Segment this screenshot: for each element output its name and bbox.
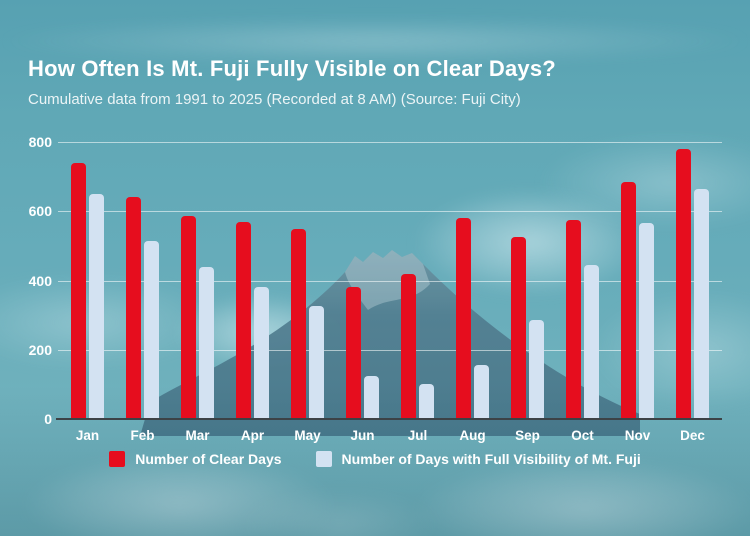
cloud-shape bbox=[0, 18, 750, 64]
x-axis-label: Aug bbox=[459, 428, 486, 443]
bar-group: Mar bbox=[181, 142, 214, 443]
y-axis-tick-label: 0 bbox=[44, 411, 52, 427]
clear-days-bar bbox=[181, 216, 196, 419]
gridline bbox=[58, 142, 722, 143]
bar-group: Dec bbox=[676, 142, 709, 443]
clear-days-bar bbox=[236, 221, 251, 419]
clear-days-bar bbox=[126, 197, 141, 419]
bar-group: Aug bbox=[456, 142, 489, 443]
bar-group: Jul bbox=[401, 142, 434, 443]
x-axis-label: Jun bbox=[350, 428, 375, 443]
visibility-bar bbox=[254, 287, 269, 419]
legend: Number of Clear Days Number of Days with… bbox=[0, 451, 750, 467]
x-axis-label: Mar bbox=[185, 428, 210, 443]
visibility-swatch bbox=[315, 451, 332, 467]
cloud-shape bbox=[25, 455, 335, 536]
legend-label: Number of Clear Days bbox=[135, 451, 282, 467]
visibility-bar bbox=[474, 365, 489, 419]
bars: Jan Feb Mar Apr May Jun Jul Aug Sep Oct Nov Dec bbox=[58, 142, 722, 443]
visibility-bar bbox=[144, 240, 159, 419]
legend-label: Number of Days with Full Visibility of M… bbox=[341, 451, 641, 467]
y-axis-tick-label: 400 bbox=[28, 272, 52, 289]
bar-group: Jun bbox=[346, 142, 379, 443]
clear-days-bar bbox=[346, 287, 361, 419]
visibility-bar bbox=[199, 266, 214, 419]
chart-title: How Often Is Mt. Fuji Fully Visible on C… bbox=[28, 56, 556, 81]
x-axis-label: Dec bbox=[680, 428, 705, 443]
legend-item-clear-days: Number of Clear Days bbox=[109, 451, 282, 467]
clear-days-bar bbox=[401, 273, 416, 419]
cloud-shape bbox=[415, 460, 750, 536]
visibility-bar bbox=[419, 384, 434, 419]
gridline bbox=[58, 211, 722, 213]
clear-days-bar bbox=[291, 228, 306, 419]
gridline bbox=[58, 349, 722, 351]
bar-group: Jan bbox=[71, 142, 104, 443]
plot-area: Jan Feb Mar Apr May Jun Jul Aug Sep Oct Nov Dec bbox=[58, 142, 722, 443]
visibility-bar bbox=[364, 375, 379, 419]
x-axis-label: Apr bbox=[240, 428, 265, 443]
y-axis-tick-label: 600 bbox=[28, 203, 52, 220]
x-axis-label: May bbox=[294, 428, 321, 443]
visibility-bar bbox=[584, 264, 599, 419]
x-axis-label: Feb bbox=[130, 428, 155, 443]
y-axis: 0 200 400 600 800 bbox=[20, 135, 52, 426]
bar-group: Feb bbox=[126, 142, 159, 443]
visibility-bar bbox=[694, 188, 709, 419]
bar-group: Nov bbox=[621, 142, 654, 443]
y-axis-tick-label: 200 bbox=[28, 341, 52, 358]
bar-group: Apr bbox=[236, 142, 269, 443]
cloud-shape bbox=[415, 190, 645, 295]
bar-group: Oct bbox=[566, 142, 599, 443]
bar-group: May bbox=[291, 142, 324, 443]
x-axis-label: Jul bbox=[407, 428, 428, 443]
legend-item-visibility: Number of Days with Full Visibility of M… bbox=[315, 451, 641, 467]
gridline bbox=[58, 280, 722, 282]
bar-group: Sep bbox=[511, 142, 544, 443]
y-axis-tick-label: 800 bbox=[28, 134, 52, 150]
clear-days-bar bbox=[566, 219, 581, 419]
clear-days-bar bbox=[456, 218, 471, 419]
clear-days-bar bbox=[71, 162, 86, 419]
visibility-bar bbox=[309, 306, 324, 419]
x-axis-label: Nov bbox=[624, 428, 651, 443]
clear-days-bar bbox=[621, 181, 636, 419]
x-axis-label: Sep bbox=[515, 428, 540, 443]
x-axis-label: Oct bbox=[571, 428, 594, 443]
visibility-bar bbox=[529, 320, 544, 419]
chart-subtitle: Cumulative data from 1991 to 2025 (Recor… bbox=[28, 91, 521, 108]
clear-days-bar bbox=[676, 148, 691, 419]
clear-days-bar bbox=[511, 237, 526, 419]
clear-days-swatch bbox=[109, 451, 126, 467]
visibility-bar bbox=[639, 223, 654, 419]
visibility-bar bbox=[89, 193, 104, 419]
x-axis-label: Jan bbox=[75, 428, 100, 443]
x-axis-line bbox=[56, 418, 722, 420]
